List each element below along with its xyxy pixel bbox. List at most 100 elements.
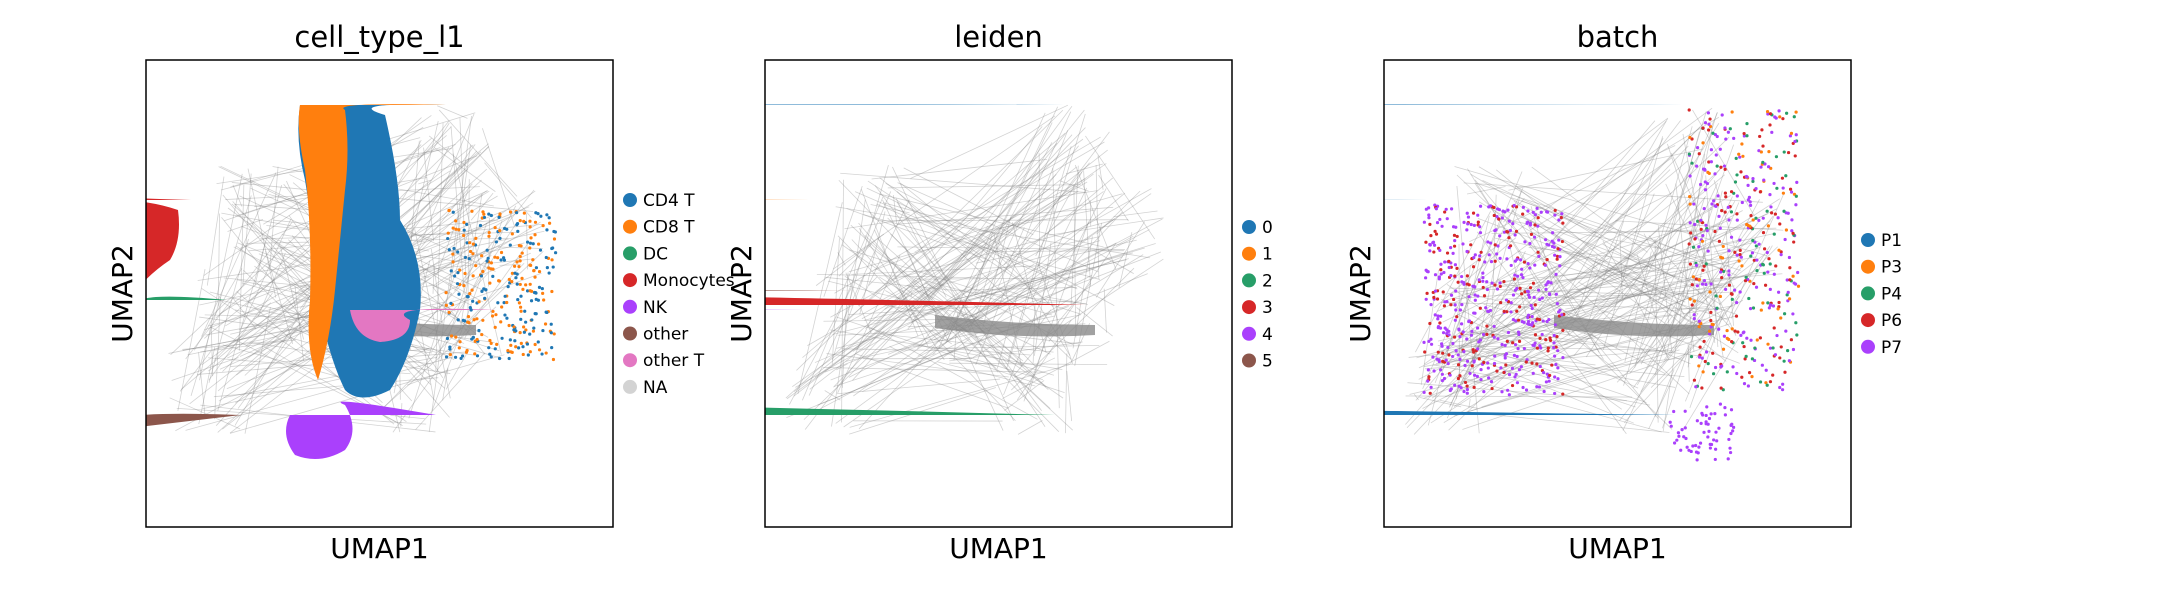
cell-point [1722,164,1727,168]
cell-point [1426,379,1430,383]
graph-edge [201,172,277,337]
cell-point [1731,429,1735,433]
cell-point [1555,257,1559,261]
cell-point [451,252,455,256]
cell-point [1786,150,1791,155]
cell-point [1479,250,1483,254]
cell-point [1453,383,1457,387]
cell-point [1771,304,1776,308]
graph-edge [1406,126,1701,428]
cell-point [1719,386,1723,390]
graph-edge [793,166,1077,393]
cell-point [1779,345,1783,349]
cell-point [1697,152,1701,156]
graph-edge [1567,138,1664,335]
cell-point [489,355,493,359]
cell-point [1445,251,1450,255]
cell-point [1503,356,1507,360]
cell-point [1766,112,1770,116]
cell-point [1773,212,1777,216]
cell-point [1433,273,1438,277]
cell-point [1738,238,1742,242]
graph-edge [1623,295,1741,424]
cell-point [1486,361,1490,365]
cell-point [1706,170,1710,174]
graph-edge [1037,261,1074,364]
cell-point [1735,253,1739,257]
cell-point [1460,302,1464,307]
cell-point [505,316,509,320]
graph-edge [785,226,977,399]
graph-edge [185,356,454,431]
cluster-4 [765,309,807,310]
cell-point [1465,359,1470,363]
graph-edge [1496,217,1661,249]
legend-label: P4 [1881,284,1902,304]
cell-point [1544,283,1548,287]
cell-point [1757,218,1761,222]
axes-frame [145,59,614,528]
cell-point [1552,333,1556,338]
legend-label: DC [643,244,668,264]
cell-point [1704,413,1708,418]
cell-point [520,276,524,280]
graph-edge [1624,251,1652,362]
cell-point [502,258,507,262]
graph-edge [247,168,277,298]
cell-point [1688,194,1692,199]
graph-edge [972,193,1152,318]
cell-point [1507,236,1511,240]
cell-point [1708,446,1712,450]
graph-edge [1482,180,1597,234]
cell-point [512,325,516,329]
cell-point [542,298,546,302]
cell-point [1692,317,1696,321]
cell-point [457,292,461,296]
legend-label: P3 [1881,258,1902,278]
cell-point [1794,203,1798,207]
cell-point [537,348,542,352]
cell-point [1544,287,1548,291]
cell-point [1547,379,1551,383]
graph-edge [1459,160,1688,352]
graph-edge [979,209,1096,233]
graph-edge [1439,399,1478,409]
cell-point [1729,431,1733,436]
cell-point [1713,204,1717,208]
cell-point [1484,306,1488,310]
cell-point [1509,301,1513,305]
cell-point [1707,416,1712,421]
cell-point [1513,343,1518,347]
cell-point [487,266,491,270]
cell-point [1788,187,1793,191]
cell-point [1472,350,1476,354]
graph-edge [897,182,1099,273]
cell-point [447,208,451,213]
graph-edge [459,117,467,279]
graph-edge [849,364,1070,428]
cell-point [497,279,501,283]
cell-point [1424,240,1428,244]
cell-point [1560,239,1565,244]
graph-edge [837,235,1016,422]
cell-point [1796,270,1800,275]
cell-point [521,352,525,357]
graph-edge [1657,112,1718,302]
graph-edge [438,109,518,197]
cell-point [1780,388,1785,392]
legend-item: Monocytes [623,271,735,291]
cell-point [1526,313,1531,317]
cell-point [481,318,485,322]
cell-point [1553,391,1557,396]
cell-point [1787,255,1792,260]
graph-edge [1653,126,1693,261]
cell-point [1762,271,1766,275]
cell-point [550,346,554,350]
cell-point [528,241,533,245]
legend-label: P6 [1881,311,1902,331]
graph-edge [945,122,1053,344]
cell-point [1439,314,1443,318]
cell-point [1754,187,1758,191]
cell-point [1539,210,1543,214]
cell-point [448,347,452,351]
